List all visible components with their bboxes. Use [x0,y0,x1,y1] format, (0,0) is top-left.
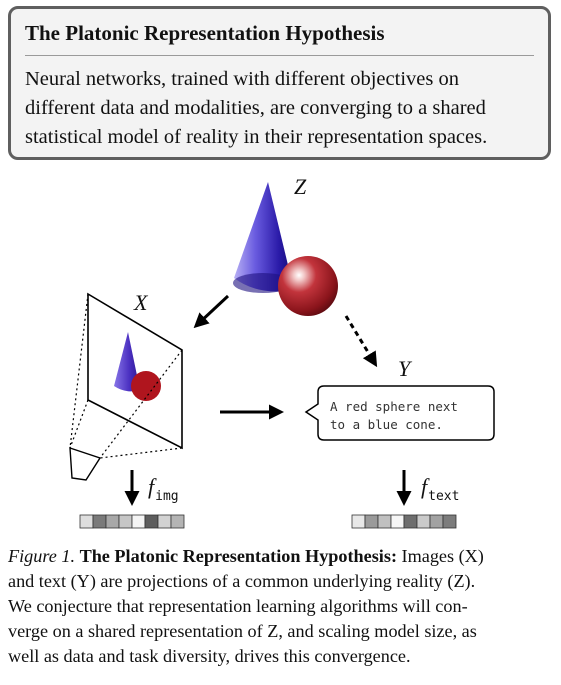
text-embedding-cell [416,514,431,529]
f-img-subscript: img [155,489,179,504]
caption-line-3: We conjecture that representation learni… [8,596,468,616]
arrow-z-to-y-dashed [344,315,378,368]
caption-label: Figure 1. [8,546,76,566]
caption-title: The Platonic Representation Hypothesis: [79,546,397,566]
figure-caption: Figure 1. The Platonic Representation Hy… [8,544,556,669]
callout-body-line-1: Neural networks, trained with different … [25,68,459,90]
camera-frustum [69,447,102,481]
image-embedding-vector [79,514,185,529]
f-img-symbol: f [148,474,155,499]
hypothesis-callout-box: The Platonic Representation Hypothesis N… [8,6,551,160]
f-text-subscript: text [428,489,460,504]
caption-line-5: well as data and task diversity, drives … [8,646,411,666]
image-sphere [131,371,161,401]
image-embedding-cell [157,514,172,529]
label-y: Y [398,356,411,381]
caption-line-2: and text (Y) are projections of a common… [8,571,476,591]
image-embedding-cell [131,514,146,529]
text-embedding-cell [377,514,392,529]
image-embedding-cell [170,514,185,529]
image-cone [114,332,140,392]
text-embedding-cell [351,514,366,529]
f-text-symbol: f [421,474,428,499]
image-embedding-cell [144,514,159,529]
label-z: Z [294,174,307,199]
f-img-label: fimg [148,474,179,505]
bubble-text: A red sphere next to a blue cone. [330,398,495,434]
text-speech-bubble [304,385,495,441]
caption-line-4: verge on a shared representation of Z, a… [8,621,477,641]
text-embedding-cell [364,514,379,529]
label-x: X [134,290,148,315]
callout-title: The Platonic Representation Hypothesis [25,21,385,45]
diagram-svg [69,182,495,529]
callout-body: Neural networks, trained with different … [25,65,536,152]
bubble-line-2: to a blue cone. [330,417,443,432]
caption-line-1-rest: Images (X) [401,546,484,566]
image-embedding-cell [105,514,120,529]
figure-1-diagram: Z X Y A red sphere next to a blue cone. … [0,168,561,540]
arrow-z-to-x [193,294,230,329]
camera-projection-lines [69,293,183,459]
callout-body-line-2: different data and modalities, are conve… [25,97,486,119]
image-embedding-cell [92,514,107,529]
f-text-label: ftext [421,474,460,505]
reality-sphere [278,256,338,316]
caption-line-1: Figure 1. The Platonic Representation Hy… [8,544,556,569]
text-embedding-vector [351,514,457,529]
callout-body-line-3: statistical model of reality in their re… [25,126,488,148]
image-embedding-cell [79,514,94,529]
callout-divider [25,55,534,56]
reality-cone [233,182,294,293]
image-embedding-cell [118,514,133,529]
text-embedding-cell [403,514,418,529]
text-embedding-cell [429,514,444,529]
bubble-line-1: A red sphere next [330,399,458,414]
text-embedding-cell [442,514,457,529]
text-embedding-cell [390,514,405,529]
